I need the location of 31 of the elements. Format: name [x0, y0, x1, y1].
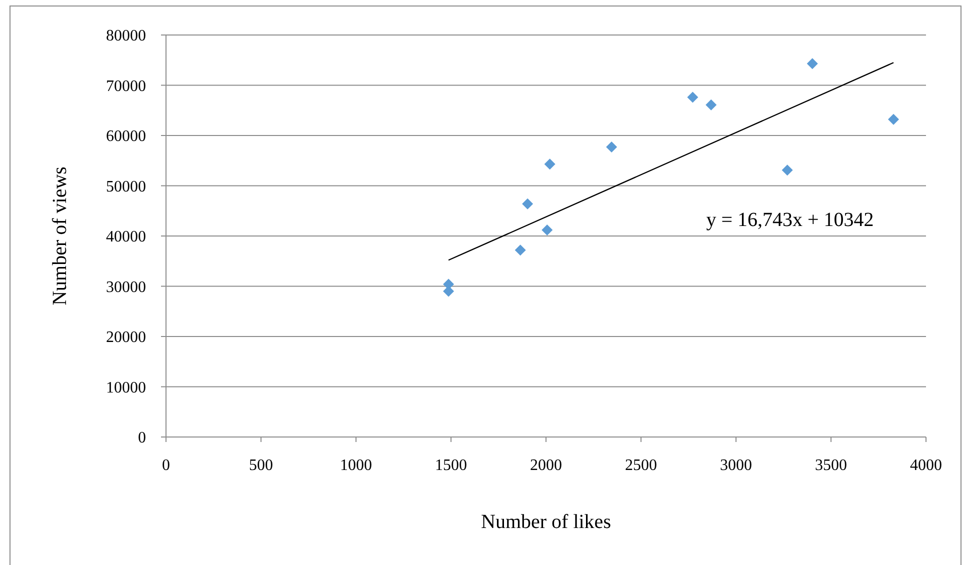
point: [606, 142, 618, 153]
y-tick-label: 70000: [106, 78, 146, 95]
point: [687, 92, 698, 103]
point: [522, 198, 534, 210]
point: [514, 244, 526, 256]
y-tick-label: 20000: [106, 329, 146, 346]
point: [888, 114, 900, 125]
x-tick-label: 2500: [625, 457, 657, 474]
point: [542, 224, 553, 236]
x-tick-label: 0: [162, 457, 170, 474]
x-tick-label: 4000: [910, 457, 942, 474]
x-tick-label: 500: [249, 457, 273, 474]
x-tick-label: 3500: [815, 457, 847, 474]
y-tick-label: 60000: [106, 128, 146, 146]
annotation: y = 16,743x + 10342: [706, 209, 874, 231]
y-tick-label: 10000: [106, 379, 146, 396]
y-tick-label: 30000: [106, 278, 146, 296]
x-tick-label: 2000: [530, 457, 562, 474]
x-axis-title: Number of likes: [481, 511, 612, 533]
point: [806, 58, 818, 70]
point: [706, 99, 717, 110]
point: [544, 158, 556, 170]
y-tick-label: 0: [138, 430, 146, 447]
point: [782, 164, 793, 176]
x-tick-label: 1000: [340, 457, 372, 474]
x-tick-label: 1500: [435, 457, 467, 474]
y-tick-label: 40000: [106, 228, 146, 246]
y-tick-label: 50000: [106, 178, 146, 196]
x-tick-label: 3000: [720, 457, 752, 474]
y-axis-title: Number of views: [49, 166, 71, 306]
y-tick-label: 80000: [106, 28, 146, 45]
